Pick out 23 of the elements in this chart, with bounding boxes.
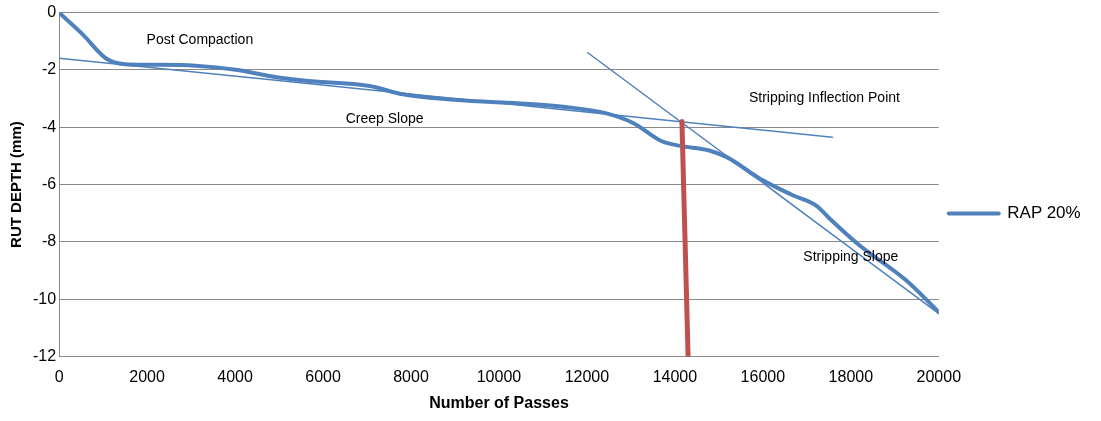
x-tick-label: 16000 [740, 367, 786, 385]
legend-label: RAP 20% [1007, 203, 1081, 223]
x-tick-label: 4000 [217, 367, 253, 385]
annotation: Post Compaction [146, 30, 254, 47]
x-tick-label: 8000 [393, 367, 429, 385]
y-tick-label: -10 [33, 289, 57, 307]
y-tick-label: -8 [41, 232, 57, 250]
x-tick-label: 6000 [305, 367, 341, 385]
annotation: Creep Slope [345, 110, 424, 127]
y-axis-title: RUT DEPTH (mm) [7, 121, 25, 248]
x-tick-label: 14000 [652, 367, 698, 385]
x-axis-title: Number of Passes [429, 393, 569, 411]
x-tick-label: 12000 [564, 367, 610, 385]
y-tick-label: -2 [41, 60, 57, 78]
x-tick-label: 2000 [129, 367, 165, 385]
y-tick-label: -4 [41, 117, 57, 135]
y-tick-label: 0 [47, 3, 57, 21]
y-tick-label: -12 [33, 347, 57, 365]
x-tick-label: 18000 [828, 367, 874, 385]
y-tick-label: -6 [41, 175, 57, 193]
x-tick-label: 10000 [476, 367, 522, 385]
annotation: Stripping Inflection Point [748, 89, 901, 106]
x-tick-label: 20000 [916, 367, 962, 385]
